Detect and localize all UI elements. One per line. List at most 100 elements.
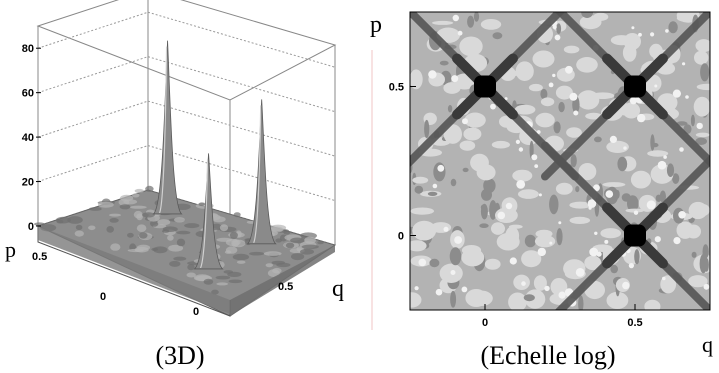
surface-bump — [150, 220, 159, 227]
contour-blob — [540, 88, 548, 100]
contour-blob — [690, 114, 695, 127]
surface-3d-chart: 0 20 40 60 80 p 0.5 0 0 0.5 q (3D) — [5, 0, 344, 370]
contour-blob — [536, 130, 541, 134]
contour-blob — [457, 30, 463, 36]
contour-blob — [631, 26, 635, 30]
z-gridline — [147, 100, 336, 157]
contour-blob — [452, 14, 459, 22]
contour-blob — [594, 136, 602, 143]
z-gridline — [37, 56, 149, 94]
contour-blob — [489, 200, 497, 220]
surface-side-face — [230, 245, 335, 316]
surface-bump — [134, 188, 144, 193]
contour-blob — [693, 96, 710, 117]
contour-blob — [569, 216, 591, 224]
y-axis-label: p — [5, 237, 16, 262]
contour-blob — [695, 132, 710, 138]
surface-bump — [291, 253, 305, 261]
contour-blob — [588, 206, 592, 210]
contour-blob — [558, 101, 565, 113]
z-tick-label: 0 — [28, 221, 34, 233]
contour-blob — [496, 232, 520, 251]
contour-blob — [553, 121, 561, 134]
contour-blob — [484, 258, 501, 270]
contour-blob — [554, 34, 561, 41]
surface-bump — [109, 213, 121, 217]
contour-blob — [515, 61, 534, 81]
surface-bump — [233, 212, 241, 218]
surface-bump — [317, 240, 324, 245]
contour-blob — [480, 203, 488, 220]
surface-bump — [271, 260, 285, 265]
contour-blob — [625, 208, 644, 213]
contour-blob — [418, 258, 427, 267]
surface-bump — [263, 251, 282, 256]
contour-blob — [654, 236, 661, 243]
contour-blob — [630, 170, 652, 189]
y-tick-label: 0 — [100, 291, 106, 303]
contour-blob — [605, 190, 614, 198]
contour-blob — [555, 85, 573, 100]
surface-bump — [211, 289, 219, 295]
contour-blob — [515, 139, 521, 144]
surface-bump — [174, 217, 185, 223]
contour-blob — [593, 184, 600, 192]
contour-blob — [534, 235, 556, 248]
contour-blob — [672, 89, 682, 98]
contour-blob — [439, 60, 449, 66]
contour-blob — [463, 127, 482, 141]
surface-bump — [74, 230, 84, 237]
surface-bump — [184, 223, 200, 229]
right-caption: (Echelle log) — [481, 341, 616, 370]
contour-blob — [491, 140, 510, 149]
contour-blob — [685, 95, 689, 99]
surface-peak-highlight — [200, 159, 209, 269]
contour-y-tick-label: 0.5 — [389, 82, 404, 94]
contour-blob — [577, 90, 600, 110]
surface-bump — [187, 264, 195, 271]
contour-y-tick-label: 0 — [398, 231, 404, 243]
contour-blob — [516, 180, 526, 189]
contour-blob — [650, 32, 655, 37]
contour-blob — [665, 29, 669, 33]
contour-blob — [566, 127, 582, 138]
contour-x-axis-label: q — [702, 332, 713, 357]
surface-peak — [246, 99, 277, 245]
surface-bump — [106, 226, 114, 233]
surface-bump — [176, 238, 186, 247]
contour-blob — [504, 97, 508, 101]
contour-blob — [666, 163, 675, 177]
z-axis: 0 20 40 60 80 — [22, 43, 41, 233]
contour-blob — [467, 15, 475, 28]
contour-blob — [578, 163, 597, 181]
contour-peaks — [410, 12, 710, 310]
z-gridline — [37, 11, 149, 49]
contour-blob — [432, 183, 438, 189]
contour-blob — [450, 270, 456, 275]
contour-blob — [427, 191, 438, 196]
contour-blob — [447, 105, 453, 113]
surface-peak — [193, 153, 224, 270]
contour-blob — [696, 122, 703, 130]
contour-blob — [633, 210, 639, 215]
contour-blob — [464, 112, 486, 128]
contour-x-tick-label: 0 — [482, 317, 488, 329]
contour-blob — [556, 228, 563, 246]
contour-blob — [589, 247, 599, 257]
contour-blob — [621, 193, 631, 202]
contour-blob — [647, 150, 669, 157]
contour-blob — [622, 281, 630, 290]
contour-blob — [646, 200, 656, 210]
surface-bump — [285, 242, 295, 249]
surface-bump — [142, 212, 155, 218]
contour-blob — [552, 24, 557, 30]
contour-blob — [492, 32, 503, 40]
contour-peak — [474, 75, 496, 98]
contour-blob — [575, 186, 580, 193]
contour-blob — [617, 156, 628, 172]
contour-blob — [570, 154, 577, 168]
contour-blob — [518, 189, 539, 199]
surface-bump — [176, 230, 191, 235]
surface-bump — [216, 237, 233, 242]
z-gridline — [147, 56, 336, 113]
